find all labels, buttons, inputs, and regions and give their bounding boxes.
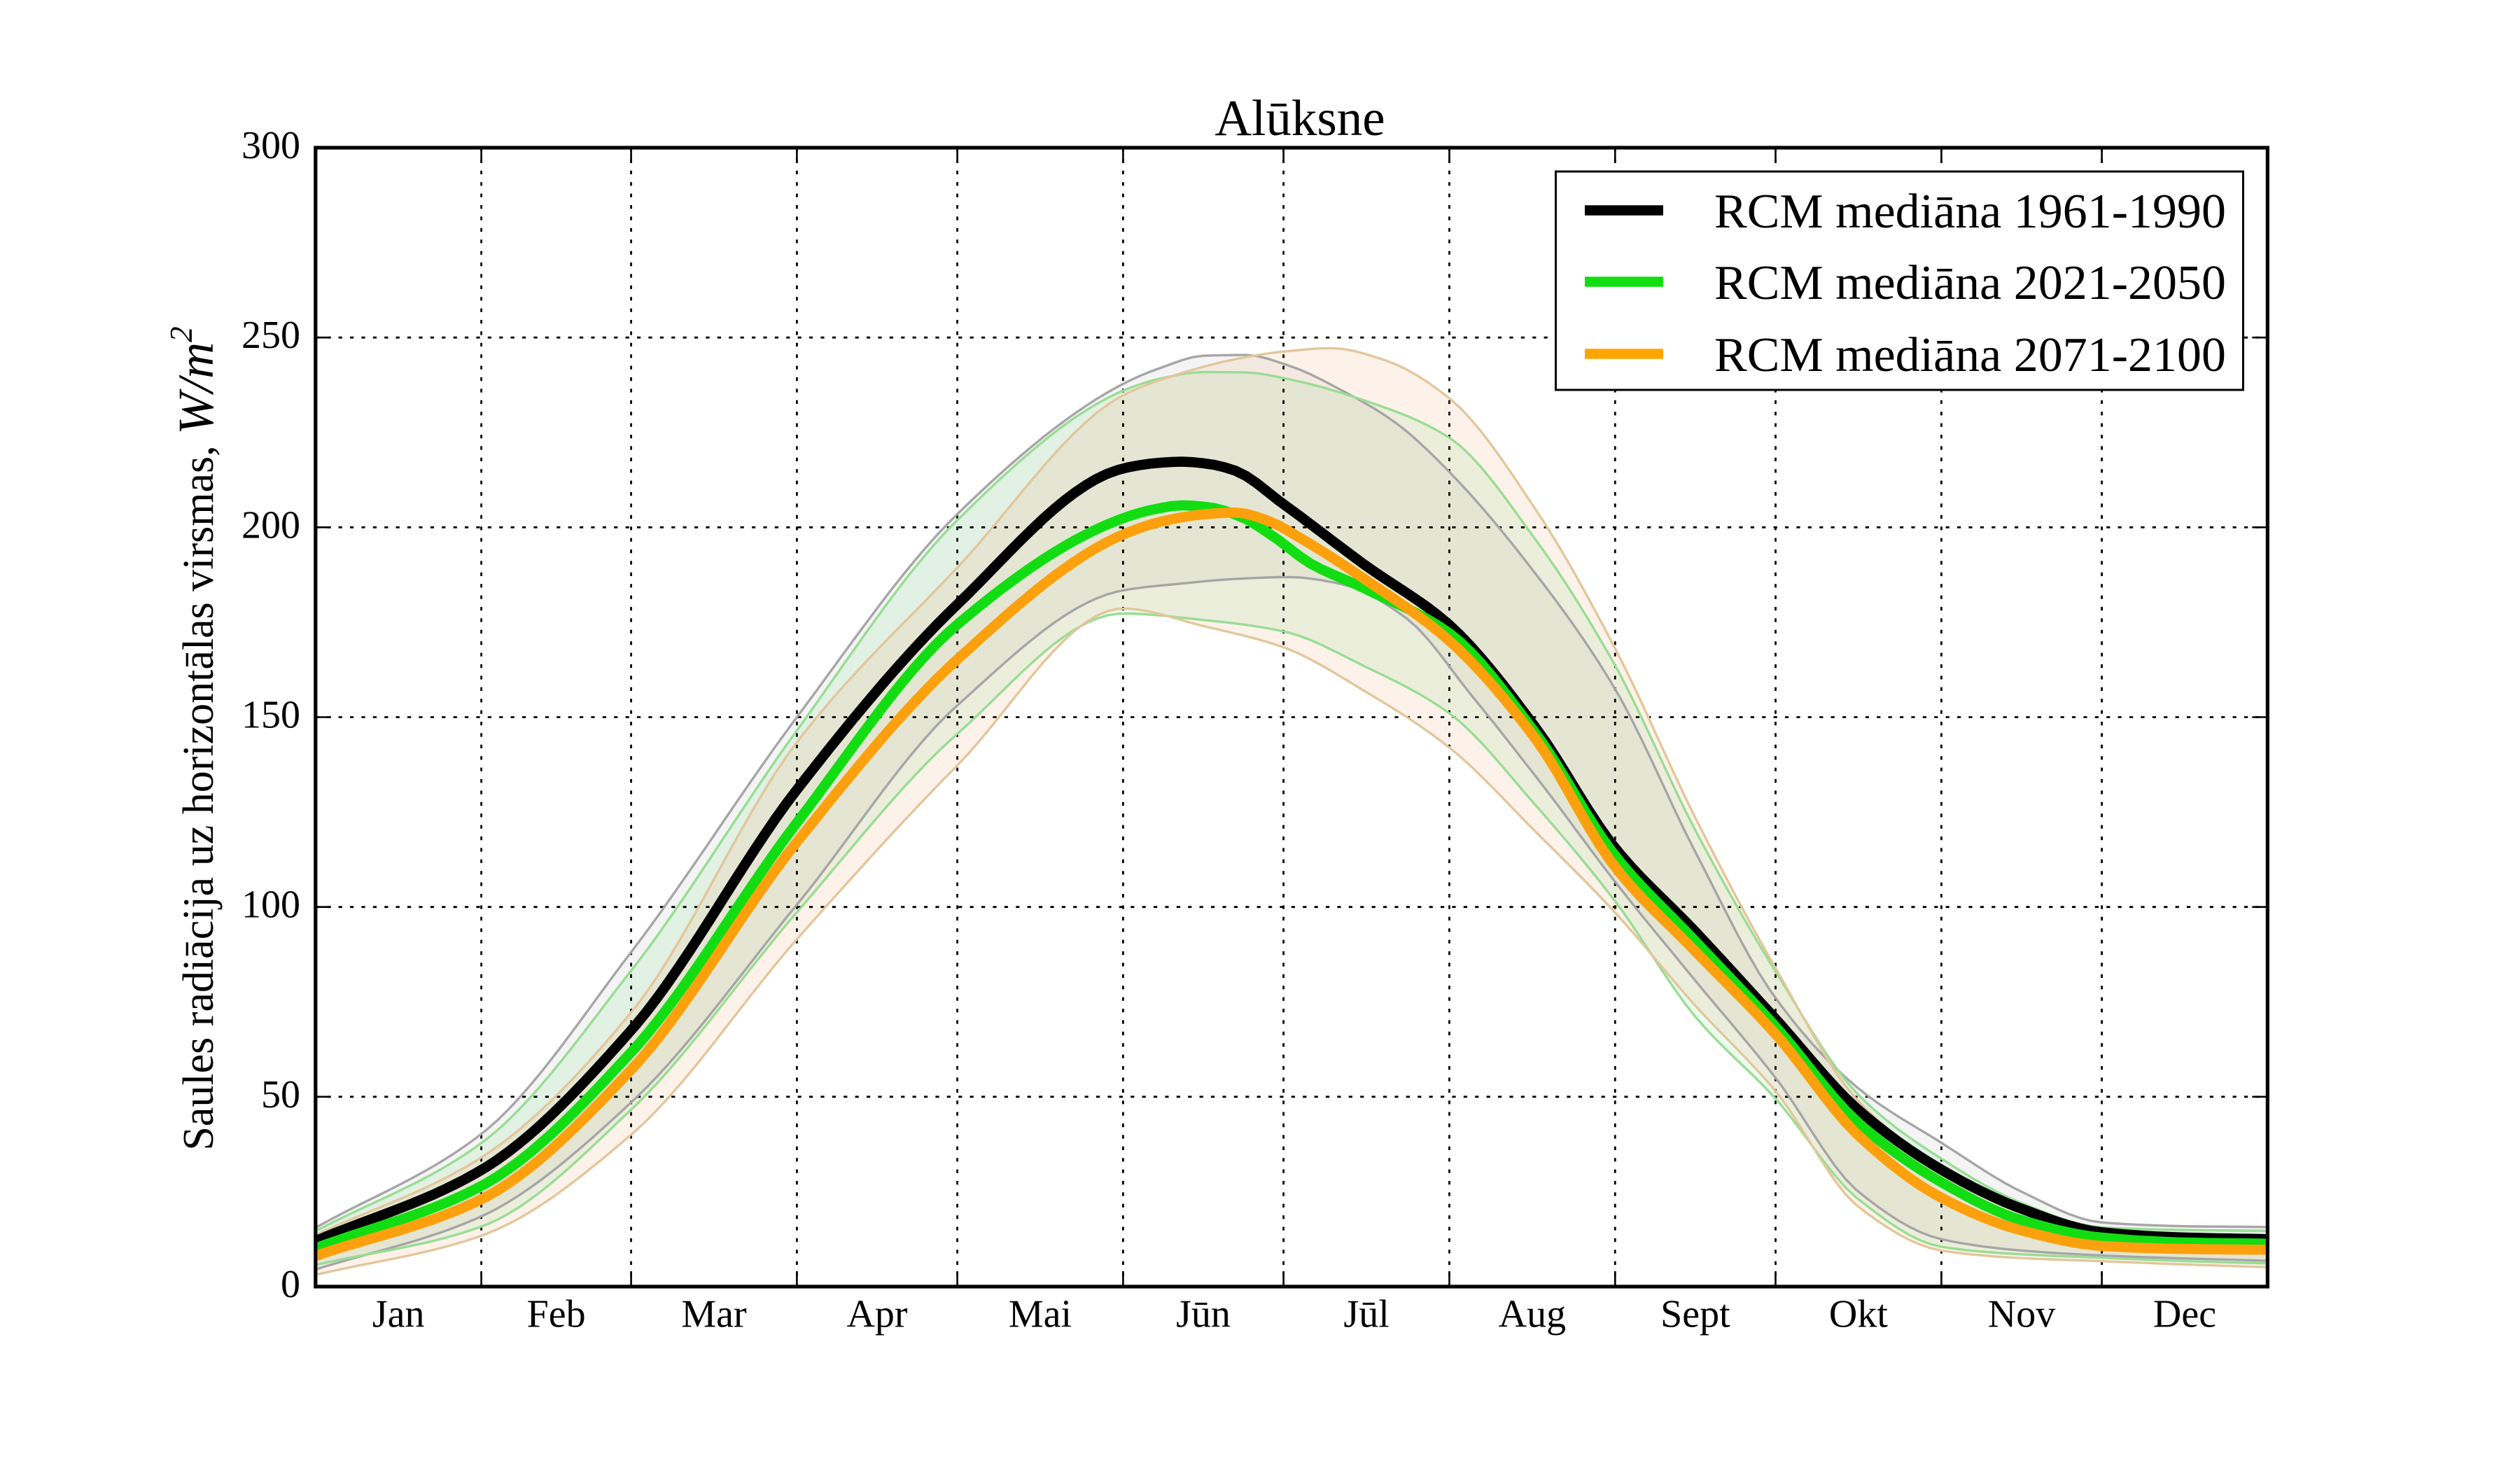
svg-text:100: 100 [241, 883, 300, 927]
svg-text:150: 150 [241, 694, 300, 737]
svg-text:Mai: Mai [1009, 1293, 1072, 1336]
svg-text:50: 50 [261, 1073, 300, 1116]
svg-text:Mar: Mar [681, 1293, 747, 1336]
svg-text:Dec: Dec [2153, 1293, 2216, 1336]
svg-text:250: 250 [241, 314, 300, 357]
svg-text:Jan: Jan [372, 1293, 425, 1336]
svg-text:Sept: Sept [1660, 1293, 1730, 1336]
svg-text:RCM mediāna 2021-2050: RCM mediāna 2021-2050 [1714, 256, 2226, 310]
svg-text:Aug: Aug [1499, 1293, 1566, 1336]
svg-text:Alūksne: Alūksne [1214, 90, 1385, 146]
svg-text:Apr: Apr [846, 1293, 907, 1336]
svg-text:300: 300 [241, 124, 300, 167]
svg-text:RCM mediāna 2071-2100: RCM mediāna 2071-2100 [1714, 328, 2226, 382]
svg-text:Okt: Okt [1829, 1293, 1888, 1336]
svg-text:Jūl: Jūl [1343, 1293, 1389, 1336]
svg-text:200: 200 [241, 503, 300, 547]
svg-text:Nov: Nov [1988, 1293, 2055, 1336]
svg-text:0: 0 [281, 1263, 300, 1306]
svg-text:Feb: Feb [527, 1293, 586, 1336]
svg-text:RCM mediāna 1961-1990: RCM mediāna 1961-1990 [1714, 185, 2226, 239]
svg-text:Jūn: Jūn [1176, 1293, 1231, 1336]
